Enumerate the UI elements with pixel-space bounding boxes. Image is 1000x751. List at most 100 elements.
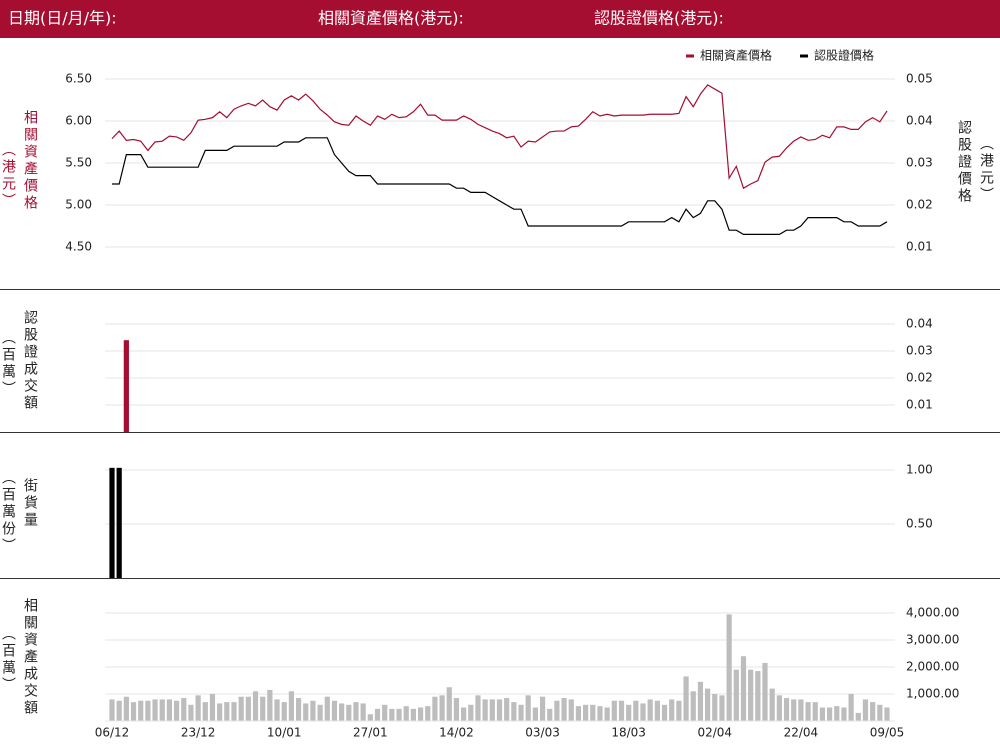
- bar: [791, 699, 797, 721]
- bar: [173, 700, 180, 721]
- bar: [468, 704, 474, 721]
- bar: [862, 699, 869, 721]
- bar: [661, 704, 668, 721]
- y-axis-unit: （百萬份）: [0, 470, 16, 555]
- bar: [159, 699, 165, 721]
- y-axis-unit: （百萬）: [0, 626, 16, 694]
- y-axis-unit: （百萬）: [0, 330, 16, 398]
- bar: [461, 707, 467, 721]
- line-series: [112, 137, 888, 235]
- x-tick-label: 22/04: [784, 726, 819, 740]
- y-tick-label: 2,000.00: [906, 660, 959, 674]
- bar: [123, 340, 129, 432]
- bar: [561, 698, 567, 721]
- bar: [138, 700, 144, 721]
- bar: [267, 689, 273, 721]
- y-tick-label: 0.50: [906, 517, 933, 531]
- bar: [374, 708, 381, 721]
- bar: [769, 688, 775, 721]
- bar: [604, 707, 610, 721]
- bar: [504, 698, 510, 721]
- bar: [740, 656, 747, 721]
- bar: [109, 467, 115, 578]
- bar: [532, 707, 538, 721]
- bar: [654, 700, 660, 721]
- y-tick-label: 4,000.00: [906, 606, 959, 620]
- bar: [755, 671, 761, 721]
- line-series: [111, 84, 888, 190]
- y2-tick-label: 0.02: [906, 198, 933, 212]
- bar: [288, 691, 294, 721]
- bar: [640, 703, 646, 721]
- bar: [123, 696, 129, 721]
- bar: [396, 708, 402, 721]
- x-tick-label: 03/03: [525, 726, 560, 740]
- y-tick-label: 0.04: [906, 317, 933, 331]
- bar: [618, 700, 625, 721]
- bar: [432, 696, 438, 721]
- bar: [776, 695, 782, 721]
- bar: [798, 699, 804, 721]
- bar: [209, 694, 216, 721]
- bar: [439, 695, 445, 721]
- x-tick-label: 23/12: [181, 726, 216, 740]
- bar: [295, 698, 302, 721]
- y2-tick-label: 0.03: [906, 156, 933, 170]
- y-axis-label: 相關資產價格: [22, 110, 38, 212]
- y-tick-label: 0.03: [906, 344, 933, 358]
- y-tick-label: 1.00: [906, 463, 933, 477]
- bar: [547, 708, 553, 721]
- y-tick-label: 5.00: [65, 198, 92, 212]
- bar: [195, 695, 201, 721]
- bar: [360, 703, 366, 721]
- bar: [339, 703, 345, 721]
- bar: [331, 700, 338, 721]
- bar: [783, 698, 790, 721]
- bar: [245, 696, 251, 721]
- bar: [633, 700, 639, 721]
- y-axis-label: 街貨量: [22, 478, 38, 529]
- bar: [877, 704, 883, 721]
- bar: [453, 698, 460, 721]
- header-date: 日期(日/月/年):: [8, 9, 117, 28]
- bar: [733, 669, 739, 721]
- y-tick-label: 6.00: [65, 114, 92, 128]
- bar: [109, 699, 115, 721]
- header-asset: 相關資產價格(港元):: [318, 9, 464, 28]
- bar: [539, 696, 546, 721]
- bar: [518, 704, 524, 721]
- bar: [130, 702, 137, 721]
- bar: [525, 695, 531, 721]
- bar: [583, 704, 589, 721]
- bar: [417, 707, 424, 721]
- bar: [303, 703, 309, 721]
- bar: [116, 700, 122, 721]
- bar: [762, 662, 768, 721]
- x-tick-label: 06/12: [95, 726, 130, 740]
- bar: [238, 696, 244, 721]
- bar: [317, 704, 323, 721]
- bar: [475, 695, 481, 721]
- bar: [389, 708, 395, 721]
- bar: [819, 707, 826, 721]
- y-tick-label: 0.02: [906, 371, 933, 385]
- bar: [834, 706, 840, 721]
- bar: [496, 699, 503, 721]
- bar: [805, 702, 811, 721]
- y2-axis-unit: （港元）: [978, 136, 994, 204]
- bar: [324, 696, 330, 721]
- bar: [690, 691, 696, 721]
- bar: [590, 704, 596, 721]
- y-axis-unit: （港元）: [0, 142, 16, 210]
- bar: [568, 699, 574, 721]
- bar: [281, 702, 287, 721]
- bar: [489, 699, 495, 721]
- y-axis-label: 相關資產成交額: [22, 598, 38, 717]
- bar: [611, 700, 617, 721]
- bar: [367, 714, 373, 721]
- bar: [705, 688, 711, 721]
- bar: [202, 702, 208, 721]
- x-tick-label: 27/01: [353, 726, 388, 740]
- bar: [188, 704, 194, 721]
